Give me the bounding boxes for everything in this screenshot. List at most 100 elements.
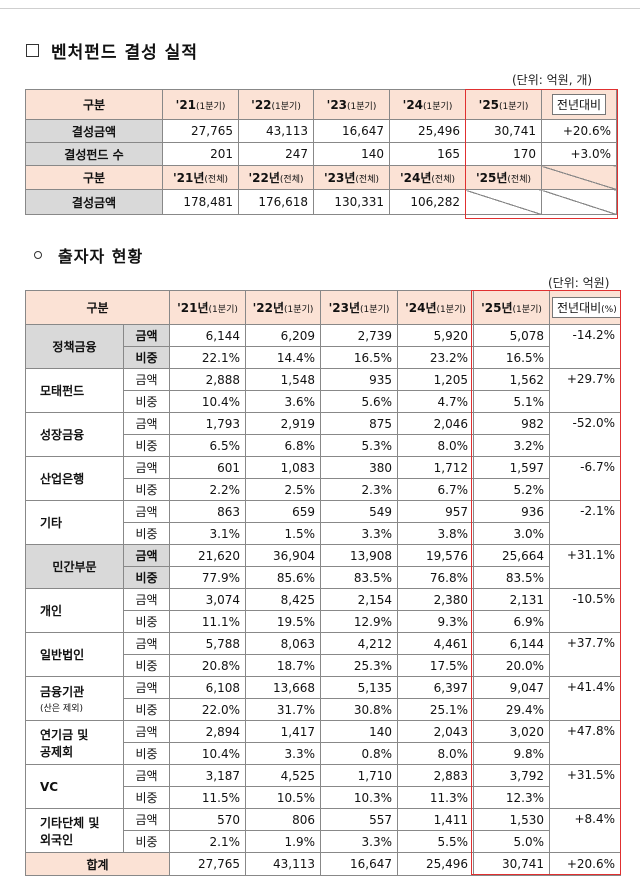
t2-amount-value: 1,530 (473, 808, 550, 831)
t2-col-3-year: '24년 (405, 301, 437, 315)
t2-col-3: '24년(1분기) (397, 290, 474, 325)
section1-title: 벤처펀드 결성 실적 (51, 43, 198, 63)
t2-amount-value: 549 (320, 500, 398, 523)
t2-amount-value: 36,904 (245, 544, 321, 567)
t1-diagonal-cell (541, 165, 617, 190)
t1-row-label: 결성펀드 수 (25, 142, 163, 166)
t2-amount-value: 935 (320, 368, 398, 391)
t2-total-value: 16,647 (320, 852, 398, 876)
t2-share-value: 5.5% (397, 830, 474, 853)
t1-full-col-2: '23년(전체) (313, 165, 390, 190)
t2-share-value: 20.8% (169, 654, 246, 677)
t2-yoy-value: +29.7% (549, 368, 621, 413)
t2-amount-label: 금액 (123, 764, 170, 787)
t2-share-value: 1.5% (245, 522, 321, 545)
t2-share-value: 2.5% (245, 478, 321, 501)
t2-share-value: 10.5% (245, 786, 321, 809)
t2-amount-value: 875 (320, 412, 398, 435)
t2-amount-value: 863 (169, 500, 246, 523)
t1-col-0: '21(1분기) (162, 89, 239, 120)
section1-unit: (단위: 억원, 개) (512, 73, 593, 87)
t1-full-col-3-year: '24년 (399, 171, 432, 185)
t1-full-value: 178,481 (162, 189, 239, 215)
t2-amount-value: 6,108 (169, 676, 246, 699)
t1-full-col-0-suffix: (전체) (204, 175, 228, 185)
t2-share-label: 비중 (123, 346, 170, 369)
t2-amount-value: 1,562 (473, 368, 550, 391)
t2-group-label: 모태펀드 (25, 368, 124, 413)
t2-amount-label: 금액 (123, 456, 170, 479)
t1-diagonal-cell (541, 189, 617, 215)
t2-amount-value: 806 (245, 808, 321, 831)
t1-full-value: 130,331 (313, 189, 390, 215)
t1-row-label: 결성금액 (25, 119, 163, 143)
t2-amount-value: 601 (169, 456, 246, 479)
t2-share-value: 9.8% (473, 742, 550, 765)
t2-col-1-suffix: (1분기) (284, 305, 314, 315)
table-row: 정책금융 금액 6,144 6,209 2,739 5,920 5,078 -14.2% (25, 324, 621, 369)
t2-share-value: 3.2% (473, 434, 550, 457)
t2-col-1-year: '22년 (252, 301, 285, 315)
table-row: 비중 20.8% 18.7% 25.3% 17.5% 20.0% (26, 654, 621, 677)
t2-col-2-suffix: (1분기) (360, 305, 390, 315)
t2-amount-value: 13,668 (245, 676, 321, 699)
t2-share-label: 비중 (123, 610, 170, 633)
t2-amount-value: 2,046 (397, 412, 474, 435)
t2-share-value: 5.3% (320, 434, 398, 457)
t2-amount-value: 1,548 (245, 368, 321, 391)
t2-total-value: 25,496 (397, 852, 474, 876)
t2-share-value: 10.4% (169, 742, 246, 765)
t1-col-3-suffix: (1분기) (423, 101, 453, 112)
table-row: 비중 22.1% 14.4% 16.5% 23.2% 16.5% (26, 346, 621, 369)
t2-yoy-value: -52.0% (549, 412, 621, 457)
t2-yoy-header: 전년대비(%) (549, 290, 621, 325)
t2-amount-value: 2,380 (397, 588, 474, 611)
t2-share-value: 30.8% (320, 698, 398, 721)
t2-group-label: 기타 (25, 500, 124, 545)
t2-share-value: 5.2% (473, 478, 550, 501)
t2-group-label: 기타단체 및 외국인 (25, 808, 124, 853)
t2-group-label: 산업은행 (25, 456, 124, 501)
t2-amount-value: 2,919 (245, 412, 321, 435)
t2-amount-value: 1,205 (397, 368, 474, 391)
t2-yoy-value: +47.8% (549, 720, 621, 765)
t2-amount-value: 5,920 (397, 324, 474, 347)
t2-col-4-year: '25년 (481, 301, 513, 315)
t2-group-label-text: 금융기관 (40, 685, 85, 699)
t2-share-value: 12.9% (320, 610, 398, 633)
t2-yoy-value: +31.5% (549, 764, 621, 809)
t2-amount-value: 4,525 (245, 764, 321, 787)
t2-total-label: 합계 (25, 852, 170, 876)
t2-yoy-value: -6.7% (549, 456, 621, 501)
t1-full-col-4-year: '25년 (475, 171, 508, 185)
t2-amount-value: 557 (320, 808, 398, 831)
t2-share-value: 5.6% (320, 390, 398, 413)
table-row: 모태펀드 금액 2,888 1,548 935 1,205 1,562 +29.7% (25, 368, 621, 413)
table-row: 성장금융 금액 1,793 2,919 875 2,046 982 -52.0% (25, 412, 621, 457)
t2-share-value: 16.5% (320, 346, 398, 369)
t2-total-value: 30,741 (473, 852, 550, 876)
t2-amount-value: 5,788 (169, 632, 246, 655)
t2-share-value: 85.6% (245, 566, 321, 589)
t2-share-value: 2.2% (169, 478, 246, 501)
t2-share-value: 2.3% (320, 478, 398, 501)
t2-share-label: 비중 (123, 390, 170, 413)
t2-amount-label: 금액 (123, 500, 170, 523)
t2-share-value: 5.0% (473, 830, 550, 853)
t2-amount-label: 금액 (123, 324, 170, 347)
t2-amount-value: 659 (245, 500, 321, 523)
t2-share-value: 4.7% (397, 390, 474, 413)
t1-full-col-0: '21년(전체) (162, 165, 239, 190)
t2-amount-value: 2,739 (320, 324, 398, 347)
t2-amount-value: 5,135 (320, 676, 398, 699)
table-row: 비중 3.1% 1.5% 3.3% 3.8% 3.0% (26, 522, 621, 545)
table-row: 결성금액 27,765 43,113 16,647 25,496 30,741 +20.6% (25, 119, 617, 143)
t2-share-value: 3.6% (245, 390, 321, 413)
t2-col-0-year: '21년 (177, 301, 209, 315)
t2-share-value: 3.3% (320, 830, 398, 853)
t1-col-3-year: '24 (402, 97, 424, 112)
t2-group-sublabel: (산은 제외) (40, 704, 84, 714)
t2-share-value: 25.3% (320, 654, 398, 677)
t2-share-value: 25.1% (397, 698, 474, 721)
t1-full-col-1-year: '22년 (248, 171, 280, 185)
